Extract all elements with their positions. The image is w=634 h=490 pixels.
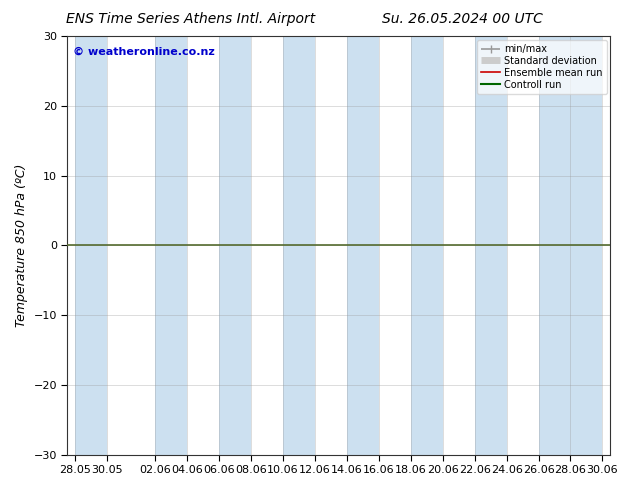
Bar — [475, 36, 507, 455]
Text: ENS Time Series Athens Intl. Airport: ENS Time Series Athens Intl. Airport — [65, 12, 315, 26]
Y-axis label: Temperature 850 hPa (ºC): Temperature 850 hPa (ºC) — [15, 164, 28, 327]
Text: Su. 26.05.2024 00 UTC: Su. 26.05.2024 00 UTC — [382, 12, 543, 26]
Bar — [219, 36, 251, 455]
Text: © weatheronline.co.nz: © weatheronline.co.nz — [73, 47, 215, 57]
Legend: min/max, Standard deviation, Ensemble mean run, Controll run: min/max, Standard deviation, Ensemble me… — [477, 40, 607, 94]
Bar — [538, 36, 602, 455]
Bar — [347, 36, 379, 455]
Bar — [155, 36, 187, 455]
Bar — [283, 36, 315, 455]
Bar — [411, 36, 443, 455]
Bar — [75, 36, 107, 455]
